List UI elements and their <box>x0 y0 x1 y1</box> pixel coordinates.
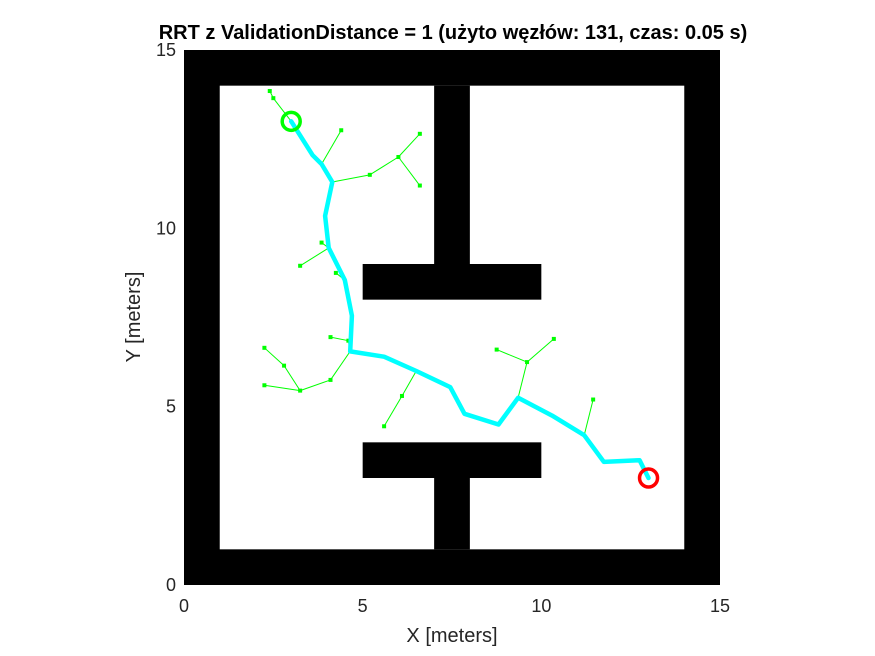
tree-node <box>262 383 267 388</box>
tree-node <box>417 183 422 188</box>
tree-node <box>319 240 324 245</box>
rrt-tree-layer <box>262 89 596 436</box>
y-tick-label: 15 <box>156 40 176 60</box>
tree-edge <box>383 395 403 427</box>
tree-edge <box>398 133 421 158</box>
y-tick-label: 10 <box>156 218 176 238</box>
tree-edge <box>264 384 301 392</box>
obstacle-right-wall <box>684 50 720 585</box>
x-tick-label: 5 <box>358 596 368 616</box>
tree-edge <box>398 156 421 186</box>
tree-edge <box>517 361 528 398</box>
tree-node <box>339 128 344 133</box>
markers-layer <box>280 110 660 489</box>
obstacles-layer <box>184 50 720 585</box>
tree-edge <box>299 379 331 392</box>
goal-marker <box>637 467 660 489</box>
chart-title: RRT z ValidationDistance = 1 (użyto węzł… <box>159 22 748 44</box>
path-layer <box>288 119 651 481</box>
tree-edge <box>283 365 301 391</box>
tree-node <box>551 336 556 341</box>
tree-node <box>591 397 596 402</box>
x-tick-label: 0 <box>179 596 189 616</box>
tree-node <box>417 131 422 136</box>
planned-path-line <box>288 119 651 481</box>
tree-node <box>333 270 338 275</box>
tree-edge <box>496 349 528 363</box>
obstacle-upper-post <box>434 85 470 265</box>
tree-node <box>262 345 267 350</box>
x-axis-label: X [meters] <box>406 625 497 647</box>
plot-area <box>184 50 720 585</box>
tree-node <box>494 347 499 352</box>
y-tick-label: 0 <box>166 575 176 595</box>
tree-edge <box>321 129 342 165</box>
tree-edge <box>299 247 329 267</box>
start-marker <box>280 110 302 133</box>
tree-edge <box>332 174 370 183</box>
x-axis-ticks: 0 5 10 15 <box>179 596 730 616</box>
obstacle-top-wall <box>184 50 720 86</box>
tree-edge <box>401 370 417 397</box>
obstacle-upper-bar <box>362 264 542 300</box>
obstacle-lower-bar <box>362 442 542 478</box>
tree-edge <box>330 336 349 342</box>
x-tick-label: 15 <box>710 596 730 616</box>
obstacle-lower-post <box>434 478 470 550</box>
y-axis-ticks: 0 5 10 15 <box>156 40 176 595</box>
obstacle-bottom-wall <box>184 549 720 585</box>
y-tick-label: 5 <box>166 397 176 417</box>
y-axis-label: Y [meters] <box>123 272 145 363</box>
tree-node <box>382 424 387 429</box>
tree-edge <box>330 351 351 381</box>
tree-node <box>328 335 333 340</box>
tree-edge <box>526 338 555 363</box>
x-tick-label: 10 <box>531 596 551 616</box>
tree-edge <box>272 97 292 122</box>
tree-edge <box>264 347 285 367</box>
tree-edge <box>583 399 594 436</box>
tree-node <box>298 263 303 268</box>
obstacle-left-wall <box>184 50 220 585</box>
tree-node <box>267 89 272 94</box>
tree-edge <box>369 156 399 176</box>
